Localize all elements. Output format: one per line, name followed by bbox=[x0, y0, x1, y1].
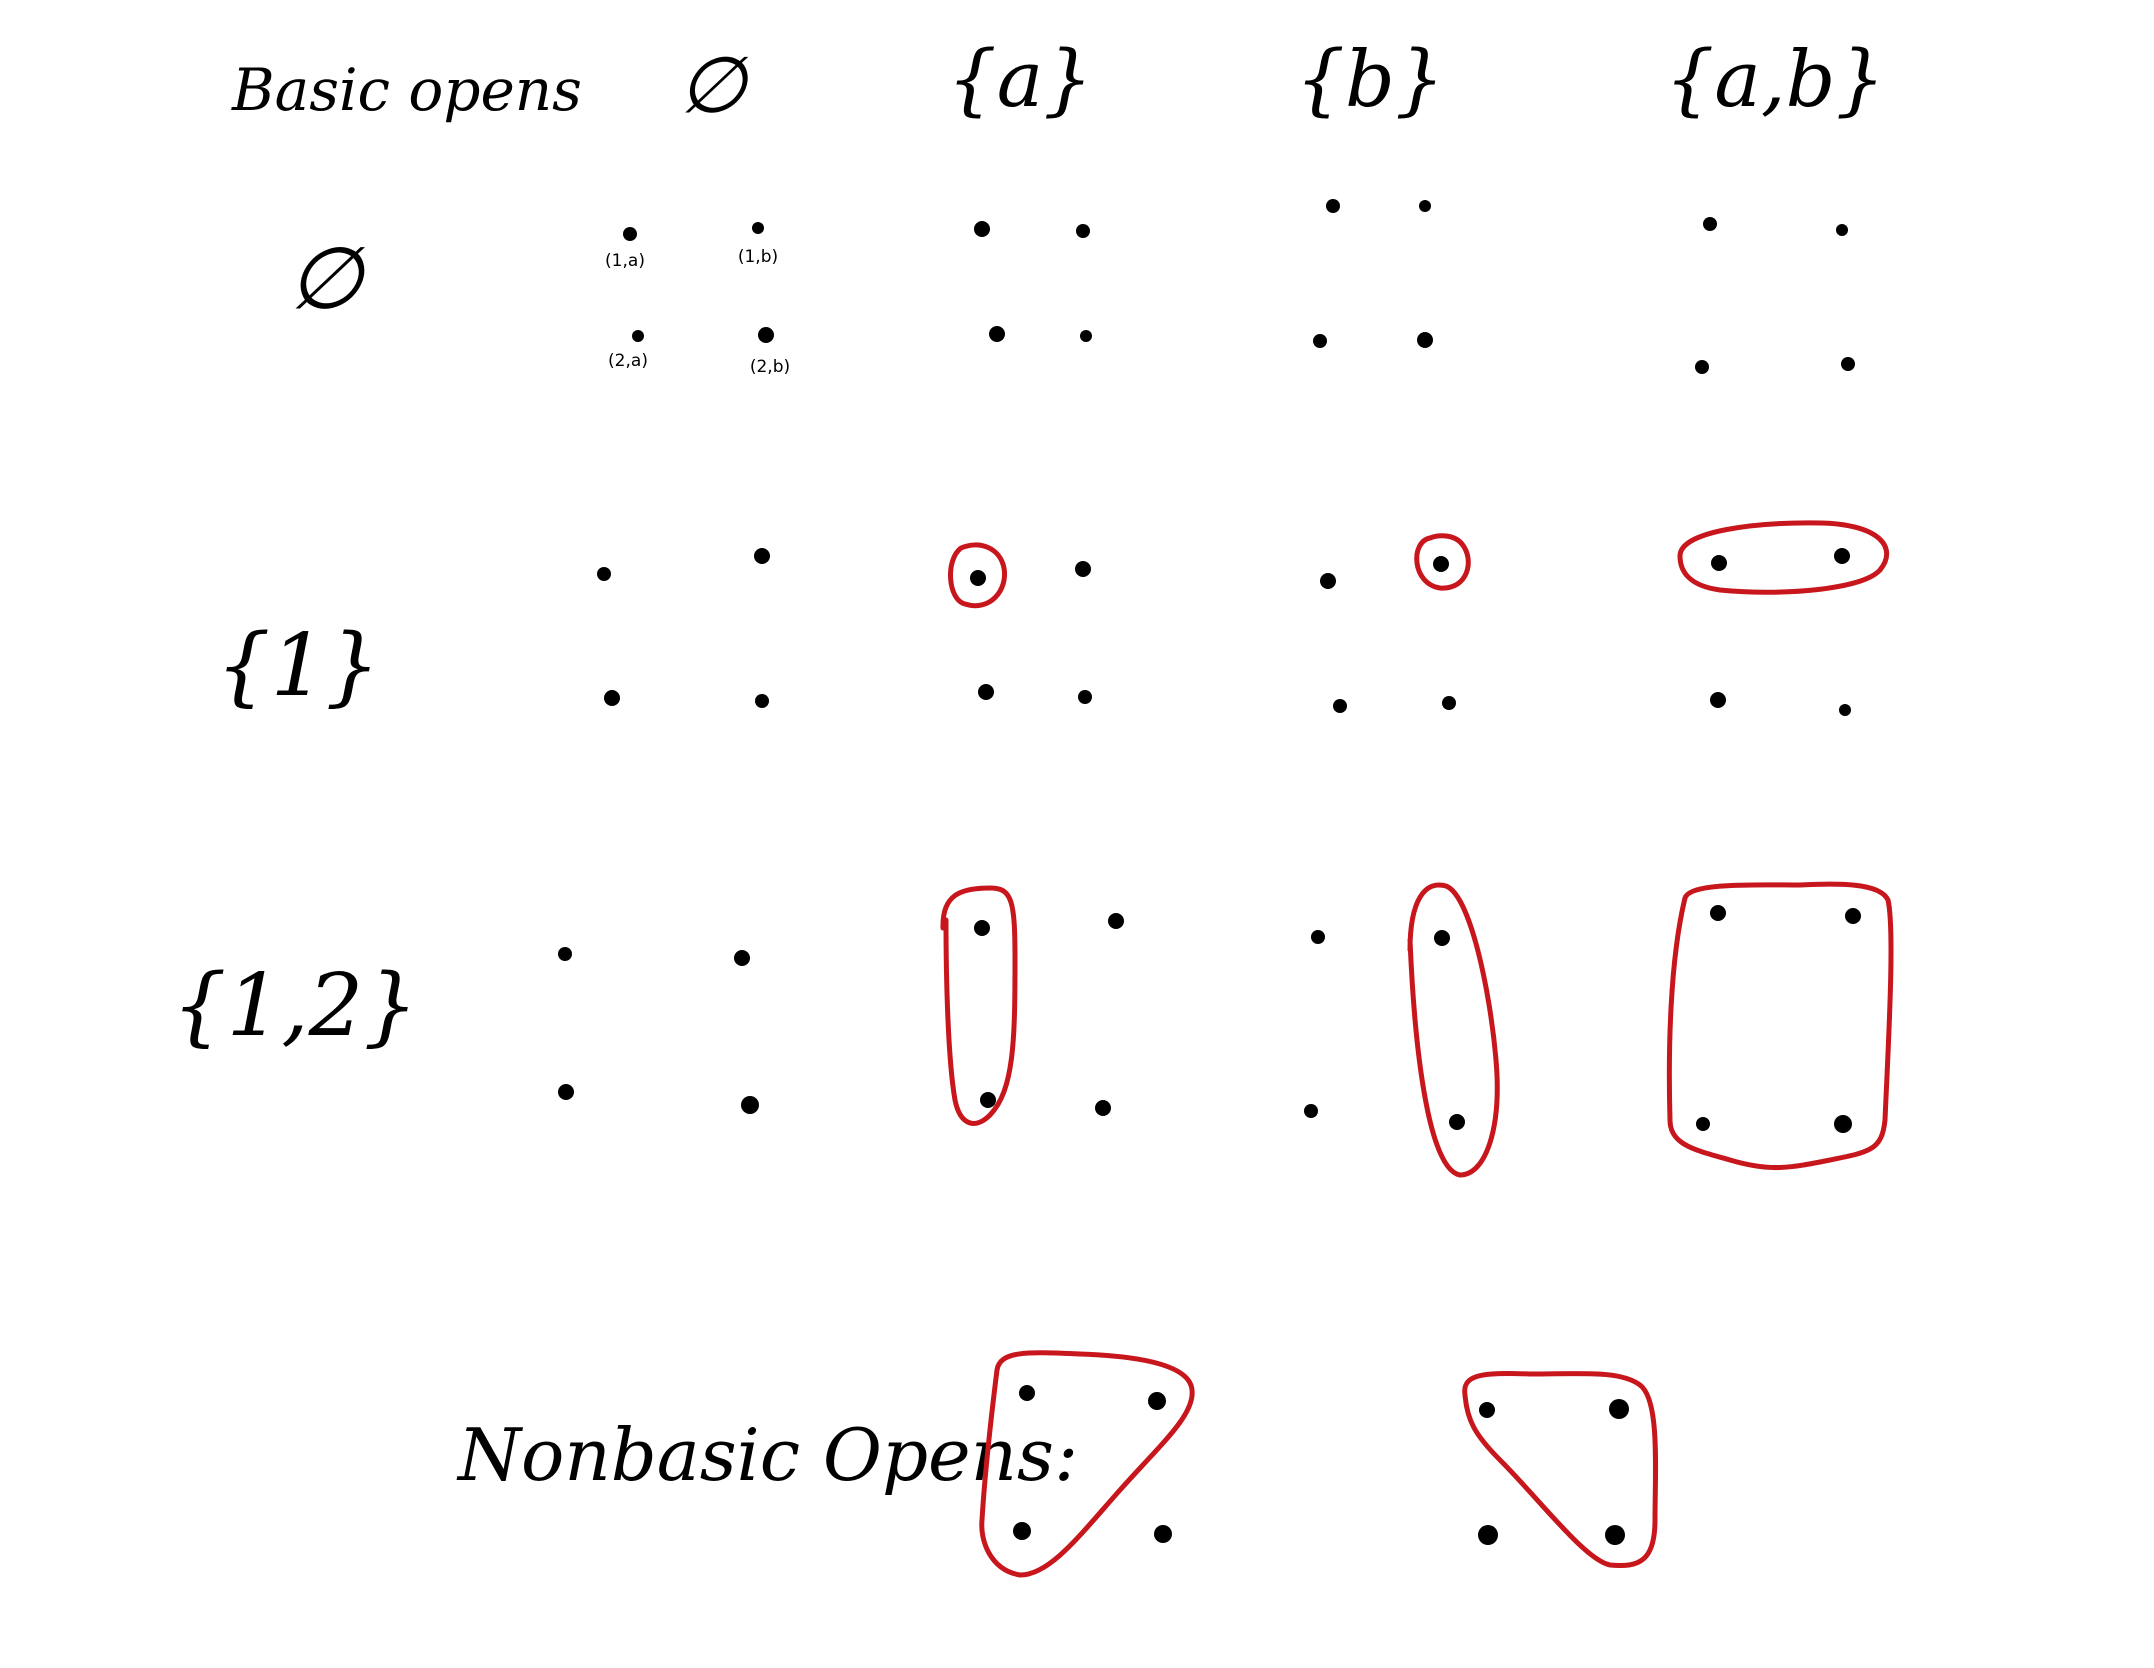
cell-12-ab bbox=[1666, 881, 1894, 1171]
col-header-empty: ∅ bbox=[678, 41, 749, 131]
row-header-12: {1,2} bbox=[172, 956, 418, 1056]
cell-empty-ab bbox=[1695, 217, 1855, 374]
point-1b bbox=[1834, 548, 1850, 564]
point-2b bbox=[741, 1096, 759, 1114]
cell-empty-b bbox=[1313, 199, 1433, 348]
point-2b bbox=[1078, 690, 1092, 704]
point-1b bbox=[1434, 930, 1450, 946]
point-1a bbox=[1326, 199, 1340, 213]
point-1a bbox=[1320, 573, 1336, 589]
cell-empty-empty bbox=[623, 222, 774, 343]
point-1b bbox=[1148, 1392, 1166, 1410]
point-1a bbox=[558, 947, 572, 961]
cell-1-ab bbox=[1677, 520, 1890, 716]
point-1a bbox=[970, 570, 986, 586]
row-header-empty: ∅ bbox=[288, 229, 366, 329]
point-1b bbox=[754, 548, 770, 564]
open-set-circle bbox=[979, 1350, 1195, 1578]
point-1a bbox=[1703, 217, 1717, 231]
point-1a bbox=[1311, 930, 1325, 944]
point-2b bbox=[1442, 696, 1456, 710]
point-1b bbox=[1433, 556, 1449, 572]
point-2a bbox=[1695, 360, 1709, 374]
point-2b bbox=[1095, 1100, 1111, 1116]
cell-1-b bbox=[1320, 533, 1471, 713]
point-2b bbox=[1154, 1525, 1172, 1543]
point-1a bbox=[1710, 905, 1726, 921]
point-label-1b: (1,b) bbox=[738, 247, 778, 267]
point-2b bbox=[1839, 704, 1851, 716]
nonbasic-open-1 bbox=[979, 1350, 1195, 1578]
cell-1-empty bbox=[597, 548, 770, 708]
open-set-circle bbox=[1414, 533, 1471, 591]
point-2a bbox=[978, 684, 994, 700]
point-1b bbox=[1076, 224, 1090, 238]
open-set-circle bbox=[1666, 881, 1894, 1171]
point-2a bbox=[1013, 1522, 1031, 1540]
col-header-b: {b} bbox=[1295, 35, 1444, 125]
open-set-circle bbox=[947, 542, 1008, 609]
point-2a bbox=[632, 330, 644, 342]
point-label-2a: (2,a) bbox=[608, 351, 648, 371]
nonbasic-open-2 bbox=[1462, 1370, 1659, 1569]
point-label-2b: (2,b) bbox=[750, 357, 790, 377]
open-set-circle bbox=[1407, 882, 1500, 1178]
point-1a bbox=[974, 221, 990, 237]
point-1b bbox=[1836, 224, 1848, 236]
point-2b bbox=[1841, 357, 1855, 371]
point-2a bbox=[604, 690, 620, 706]
point-1b bbox=[1419, 200, 1431, 212]
point-2b bbox=[755, 694, 769, 708]
cell-12-empty bbox=[558, 947, 759, 1114]
point-1a bbox=[974, 920, 990, 936]
point-2a bbox=[1710, 692, 1726, 708]
point-1b bbox=[1108, 913, 1124, 929]
row-header-1: {1} bbox=[216, 616, 380, 716]
point-label-1a: (1,a) bbox=[605, 251, 645, 271]
point-2b bbox=[1449, 1114, 1465, 1130]
point-2b bbox=[1605, 1525, 1625, 1545]
point-2b bbox=[758, 327, 774, 343]
open-set-circle bbox=[940, 885, 1018, 1126]
open-set-circle bbox=[1462, 1370, 1659, 1569]
corner-label: Basic opens bbox=[231, 56, 582, 124]
col-header-a: {a} bbox=[947, 35, 1093, 125]
point-2a bbox=[989, 326, 1005, 342]
point-1a bbox=[1019, 1385, 1035, 1401]
point-1b bbox=[1845, 908, 1861, 924]
point-2b bbox=[1834, 1115, 1852, 1133]
point-2a bbox=[980, 1092, 996, 1108]
point-1a bbox=[623, 227, 637, 241]
point-2a bbox=[1696, 1117, 1710, 1131]
cell-1-a bbox=[947, 542, 1092, 704]
point-1b bbox=[752, 222, 764, 234]
col-header-ab: {a,b} bbox=[1665, 35, 1885, 125]
point-2b bbox=[1080, 330, 1092, 342]
point-2a bbox=[1304, 1104, 1318, 1118]
point-1a bbox=[1479, 1402, 1495, 1418]
point-2a bbox=[1333, 699, 1347, 713]
point-1b bbox=[1075, 561, 1091, 577]
point-2a bbox=[1478, 1525, 1498, 1545]
open-set-circle bbox=[1677, 520, 1890, 595]
point-1a bbox=[597, 567, 611, 581]
point-1b bbox=[1609, 1399, 1629, 1419]
cell-12-a bbox=[940, 885, 1124, 1126]
point-1a bbox=[1711, 555, 1727, 571]
point-2b bbox=[1417, 332, 1433, 348]
nonbasic-label: Nonbasic Opens: bbox=[456, 1413, 1078, 1497]
cell-empty-a bbox=[974, 221, 1092, 342]
point-1b bbox=[734, 950, 750, 966]
cell-12-b bbox=[1304, 882, 1500, 1178]
point-2a bbox=[1313, 334, 1327, 348]
point-2a bbox=[558, 1084, 574, 1100]
